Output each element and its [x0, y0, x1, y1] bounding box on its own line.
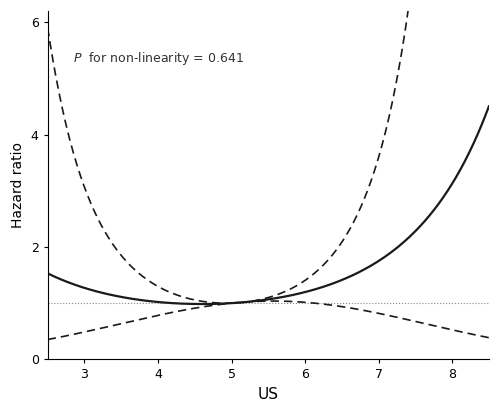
Text: $\it{P}$  for non-linearity = 0.641: $\it{P}$ for non-linearity = 0.641 [74, 50, 244, 66]
X-axis label: US: US [258, 387, 279, 402]
Y-axis label: Hazard ratio: Hazard ratio [11, 142, 25, 228]
